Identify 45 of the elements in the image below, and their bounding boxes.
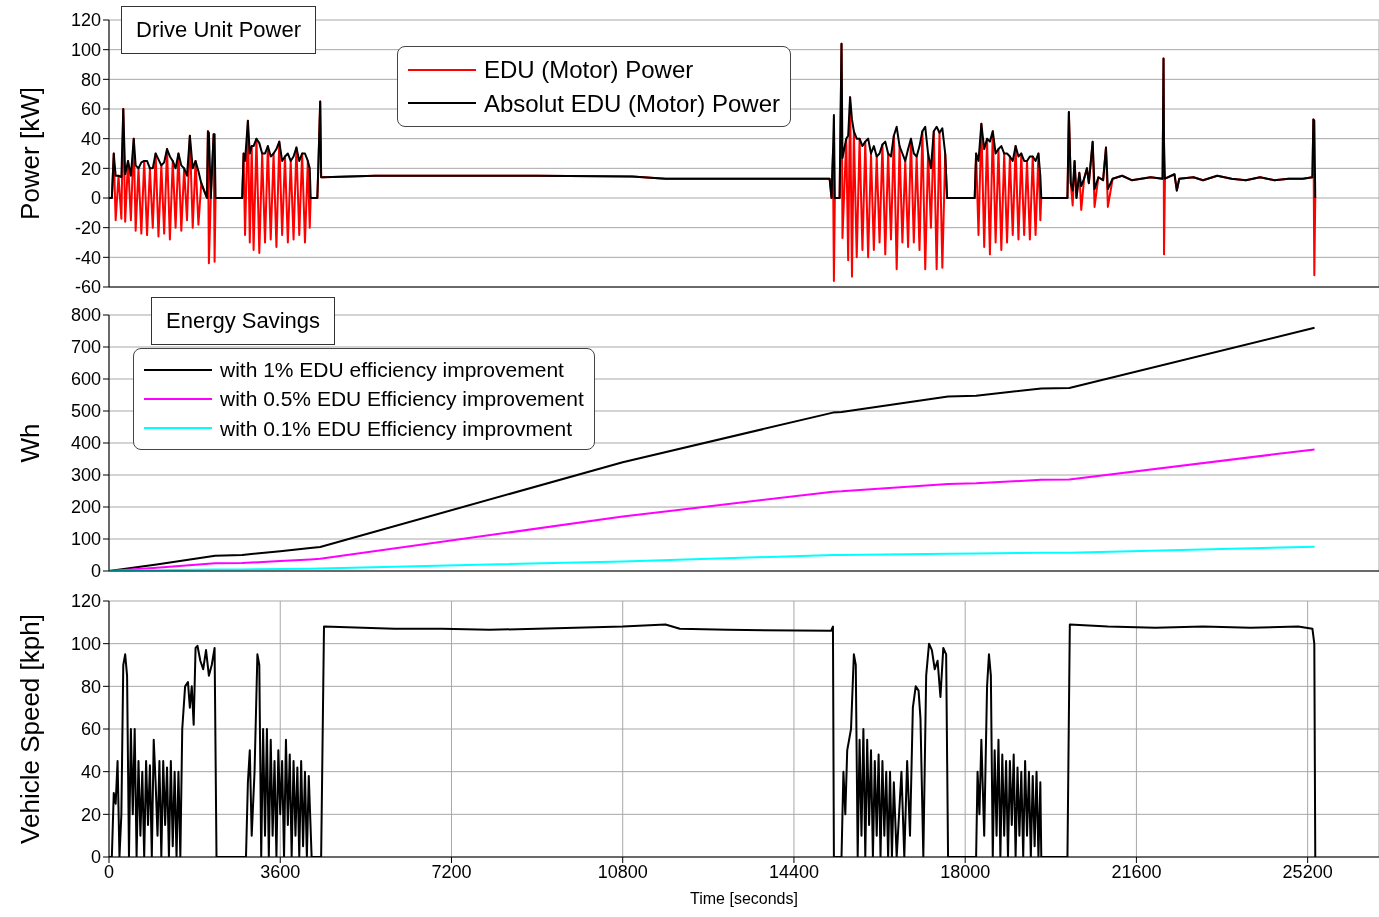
y-tick-label: 100 [70, 40, 101, 61]
y-axis-title: Wh [15, 423, 46, 463]
y-tick-label: 0 [90, 561, 101, 582]
y-tick-label: 120 [70, 10, 101, 31]
y-tick-label: -20 [74, 218, 101, 239]
legend-label: with 0.5% EDU Efficiency improvement [220, 386, 584, 413]
y-tick-label: 200 [70, 497, 101, 518]
y-tick-label: 20 [80, 158, 101, 179]
y-tick-label: 80 [80, 676, 101, 697]
y-tick-label: 700 [70, 337, 101, 358]
chart-title: Energy Savings [151, 297, 336, 345]
y-axis-title: Power [kW] [15, 87, 46, 220]
y-tick-label: 500 [70, 401, 101, 422]
legend-label: with 0.1% EDU Efficiency improvment [220, 415, 573, 442]
y-tick-label: 600 [70, 369, 101, 390]
y-tick-label: 100 [70, 634, 101, 655]
x-tick-label: 14400 [768, 861, 819, 882]
x-axis-title: Time [seconds] [690, 890, 798, 907]
x-tick-label: 25200 [1282, 861, 1333, 882]
y-tick-label: 0 [90, 188, 101, 209]
y-tick-label: 80 [80, 69, 101, 90]
y-tick-label: 300 [70, 465, 101, 486]
x-tick-label: 0 [103, 861, 115, 882]
y-tick-label: 40 [80, 129, 101, 150]
chart-title: Drive Unit Power [121, 6, 317, 54]
legend-label: Absolut EDU (Motor) Power [483, 88, 780, 119]
x-tick-label: 18000 [940, 861, 991, 882]
y-axis-title: Vehicle Speed [kph] [15, 614, 46, 844]
y-tick-label: 400 [70, 433, 101, 454]
y-tick-label: 60 [80, 719, 101, 740]
y-tick-label: 800 [70, 305, 101, 326]
y-tick-label: 40 [80, 762, 101, 783]
x-tick-label: 3600 [260, 861, 301, 882]
legend-label: EDU (Motor) Power [483, 55, 694, 85]
y-tick-label: 60 [80, 99, 101, 120]
y-tick-label: 100 [70, 529, 101, 550]
y-tick-label: -60 [74, 277, 101, 298]
x-tick-label: 7200 [431, 861, 472, 882]
legend-label: with 1% EDU efficiency improvement [220, 357, 564, 383]
y-tick-label: 0 [90, 847, 101, 868]
y-tick-label: 20 [80, 804, 101, 825]
x-tick-label: 10800 [597, 861, 648, 882]
y-tick-label: -40 [74, 247, 101, 268]
y-tick-label: 120 [70, 591, 101, 612]
x-tick-label: 21600 [1111, 861, 1162, 882]
